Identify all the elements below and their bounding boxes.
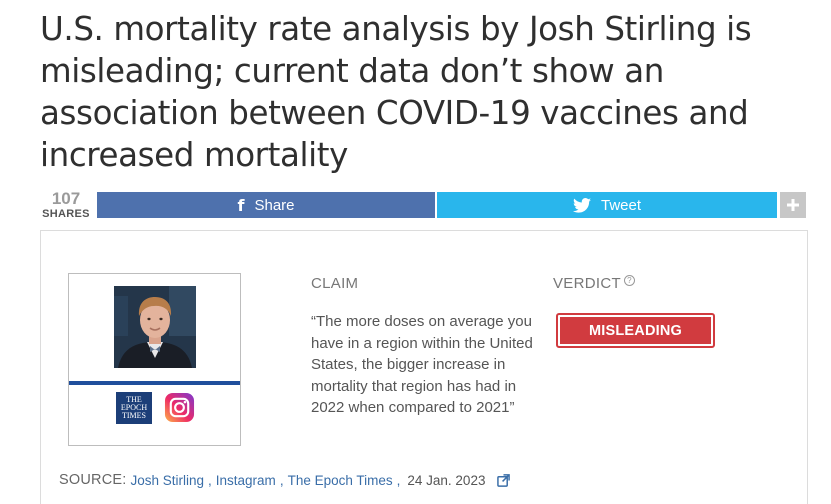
facebook-share-button[interactable]: f Share: [97, 192, 435, 218]
source-link-instagram[interactable]: Instagram: [215, 472, 276, 488]
speaker-divider: [69, 381, 240, 385]
source-separator: ,: [279, 472, 284, 488]
verdict-heading-label: VERDICT: [553, 275, 621, 292]
source-separator: ,: [208, 472, 212, 488]
verdict-label: MISLEADING: [560, 317, 711, 344]
speaker-photo: [114, 286, 196, 368]
claim-review-card: THE EPOCH TIMES CLAIM “The more doses on…: [40, 230, 808, 504]
share-count-number: 107: [51, 189, 81, 208]
share-count: 107 SHARES: [40, 190, 92, 221]
article-headline: U.S. mortality rate analysis by Josh Sti…: [40, 10, 752, 174]
source-link-josh-stirling[interactable]: Josh Stirling: [130, 472, 205, 488]
claim-heading: CLAIM: [311, 275, 359, 292]
plus-icon: [787, 199, 799, 211]
instagram-logo[interactable]: [164, 392, 195, 423]
facebook-icon: f: [237, 195, 245, 215]
speaker-portrait: [114, 286, 196, 368]
source-separator: ,: [396, 472, 401, 488]
twitter-tweet-button[interactable]: Tweet: [437, 192, 777, 218]
claim-quote: “The more doses on average you have in a…: [311, 313, 533, 416]
epoch-times-logo[interactable]: THE EPOCH TIMES: [116, 392, 152, 424]
external-link-icon[interactable]: [497, 473, 511, 487]
source-line: SOURCE: Josh Stirling, Instagram, The Ep…: [59, 472, 511, 488]
facebook-share-label: Share: [254, 196, 295, 214]
share-bar: 107 SHARES f Share Tweet: [40, 190, 810, 220]
source-date: 24 Jan. 2023: [407, 472, 486, 488]
verdict-heading: VERDICT ?: [553, 275, 635, 292]
more-share-button[interactable]: [780, 192, 806, 218]
twitter-bird-icon: [572, 197, 591, 213]
question-circle-icon[interactable]: ?: [623, 275, 635, 286]
twitter-tweet-label: Tweet: [600, 196, 642, 214]
verdict-badge: MISLEADING: [556, 313, 715, 348]
source-link-epoch-times[interactable]: The Epoch Times: [287, 472, 393, 488]
source-label: SOURCE:: [59, 472, 127, 488]
speaker-box: THE EPOCH TIMES: [68, 273, 241, 446]
share-count-label: SHARES: [42, 208, 90, 220]
